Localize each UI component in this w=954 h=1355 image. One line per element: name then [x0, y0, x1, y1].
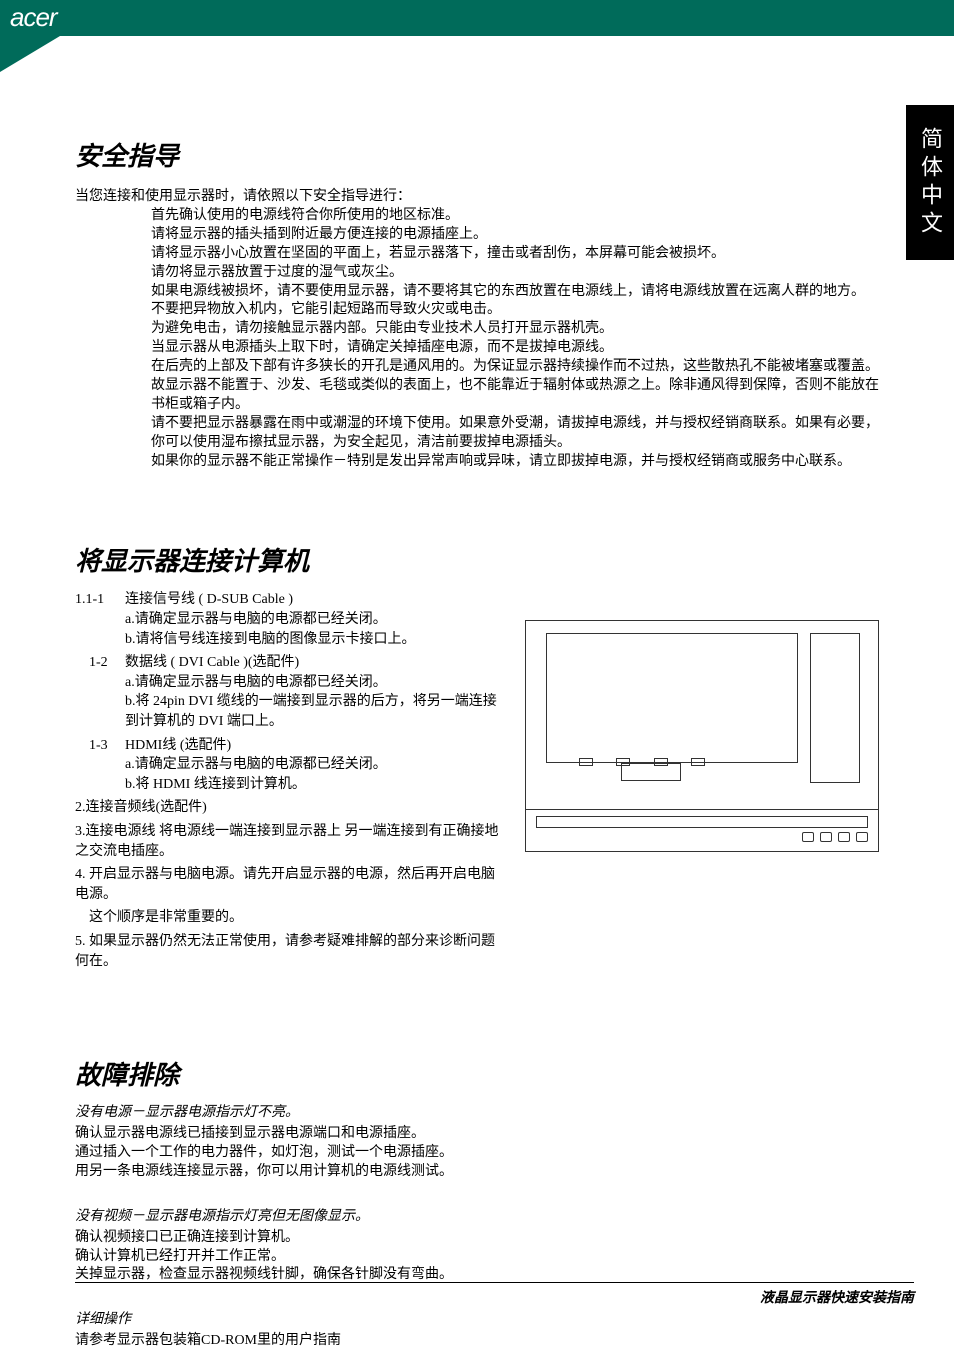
item-head: 连接信号线 ( D-SUB Cable ) [125, 590, 495, 610]
brand-logo: acer [10, 2, 57, 33]
safety-item: 请不要把显示器暴露在雨中或潮湿的环境下使用。如果意外受潮，请拔掉电源线，并与授权… [151, 415, 879, 453]
connector-icon [838, 832, 850, 842]
trouble-block: 没有电源－显示器电源指示灯不亮。 确认显示器电源线已插接到显示器电源端口和电源插… [75, 1104, 879, 1182]
header-bar: acer [0, 0, 954, 36]
item-head: HDMI线 (选配件) [125, 736, 495, 756]
item-line: b.请将信号线连接到电脑的图像显示卡接口上。 [75, 630, 505, 650]
connector-icon [820, 832, 832, 842]
trouble-line: 通过插入一个工作的电力器件，如灯泡，测试一个电源插座。 [75, 1144, 879, 1163]
connect-step: 2.连接音频线(选配件) [75, 798, 505, 818]
item-line: b.将 HDMI 线连接到计算机。 [75, 775, 505, 795]
safety-section: 安全指导 当您连接和使用显示器时，请依照以下安全指导进行： 首先确认使用的电源线… [75, 136, 879, 471]
connect-item: 1-2数据线 ( DVI Cable )(选配件) a.请确定显示器与电脑的电源… [75, 653, 505, 731]
trouble-line: 用另一条电源线连接显示器，你可以用计算机的电源线测试。 [75, 1163, 879, 1182]
footer-text: 液晶显示器快速安装指南 [760, 1289, 914, 1305]
trouble-head: 没有电源－显示器电源指示灯不亮。 [75, 1104, 879, 1123]
monitor-stand-icon [621, 763, 681, 781]
connect-step: 5. 如果显示器仍然无法正常使用，请参考疑难排解的部分来诊断问题何在。 [75, 932, 505, 971]
port-icon [579, 758, 593, 766]
item-line: a.请确定显示器与电脑的电源都已经关闭。 [75, 610, 505, 630]
item-line: a.请确定显示器与电脑的电源都已经关闭。 [75, 673, 505, 693]
connect-item: 1-3HDMI线 (选配件) a.请确定显示器与电脑的电源都已经关闭。 b.将 … [75, 736, 505, 795]
cable-connectors [536, 832, 868, 842]
trouble-line: 请参考显示器包装箱CD-ROM里的用户指南 [75, 1332, 879, 1351]
connect-section: 将显示器连接计算机 1.1-1连接信号线 ( D-SUB Cable ) a.请… [75, 541, 879, 975]
trouble-head: 没有视频－显示器电源指示灯亮但无图像显示。 [75, 1208, 879, 1227]
troubleshoot-title: 故障排除 [75, 1055, 879, 1092]
safety-intro: 当您连接和使用显示器时，请依照以下安全指导进行： [75, 185, 879, 205]
connection-diagram [525, 620, 879, 810]
safety-list: 首先确认使用的电源线符合你所使用的地区标准。 请将显示器的插头插到附近最方便连接… [75, 207, 879, 471]
trouble-head: 详细操作 [75, 1311, 879, 1330]
page-content: 安全指导 当您连接和使用显示器时，请依照以下安全指导进行： 首先确认使用的电源线… [0, 36, 954, 1351]
safety-item: 首先确认使用的电源线符合你所使用的地区标准。 [151, 207, 879, 226]
safety-item: 不要把异物放入机内，它能引起短路而导致火灾或电击。 [151, 301, 879, 320]
item-num: 1-3 [75, 736, 125, 756]
connector-icon [802, 832, 814, 842]
connect-text: 1.1-1连接信号线 ( D-SUB Cable ) a.请确定显示器与电脑的电… [75, 590, 505, 975]
safety-title: 安全指导 [75, 136, 879, 173]
trouble-line: 确认视频接口已正确连接到计算机。 [75, 1229, 879, 1248]
safety-item: 在后壳的上部及下部有许多狭长的开孔是通风用的。为保证显示器持续操作而不过热，这些… [151, 358, 879, 415]
safety-item: 当显示器从电源插头上取下时，请确定关掉插座电源，而不是拔掉电源线。 [151, 339, 879, 358]
trouble-block: 详细操作 请参考显示器包装箱CD-ROM里的用户指南 [75, 1311, 879, 1351]
connect-step: 这个顺序是非常重要的。 [75, 908, 505, 928]
footer: 液晶显示器快速安装指南 [75, 1282, 914, 1307]
connector-icon [856, 832, 868, 842]
pc-tower-icon [810, 633, 860, 783]
safety-item: 如果电源线被损坏，请不要使用显示器，请不要将其它的东西放置在电源线上，请将电源线… [151, 283, 879, 302]
trouble-block: 没有视频－显示器电源指示灯亮但无图像显示。 确认视频接口已正确连接到计算机。 确… [75, 1208, 879, 1286]
connect-body: 1.1-1连接信号线 ( D-SUB Cable ) a.请确定显示器与电脑的电… [75, 590, 879, 975]
connect-step: 4. 开启显示器与电脑电源。请先开启显示器的电源，然后再开启电脑电源。 [75, 865, 505, 904]
item-num: 1.1-1 [75, 590, 125, 610]
port-icon [691, 758, 705, 766]
safety-item: 请将显示器的插头插到附近最方便连接的电源插座上。 [151, 226, 879, 245]
safety-item: 请勿将显示器放置于过度的湿气或灰尘。 [151, 264, 879, 283]
safety-item: 如果你的显示器不能正常操作－特别是发出异常声响或异味，请立即拔掉电源，并与授权经… [151, 453, 879, 472]
connect-item: 1.1-1连接信号线 ( D-SUB Cable ) a.请确定显示器与电脑的电… [75, 590, 505, 649]
connect-step: 3.连接电源线 将电源线一端连接到显示器上 另一端连接到有正确接地之交流电插座。 [75, 822, 505, 861]
item-line: a.请确定显示器与电脑的电源都已经关闭。 [75, 755, 505, 775]
item-line: b.将 24pin DVI 缆线的一端接到显示器的后方，将另一端连接到计算机的 … [75, 692, 505, 731]
monitor-icon [546, 633, 798, 763]
safety-item: 请将显示器小心放置在坚固的平面上，若显示器落下，撞击或者刮伤，本屏幕可能会被损坏… [151, 245, 879, 264]
trouble-line: 确认计算机已经打开并工作正常。 [75, 1248, 879, 1267]
cable-bar-icon [536, 816, 868, 828]
safety-item: 为避免电击，请勿接触显示器内部。只能由专业技术人员打开显示器机壳。 [151, 320, 879, 339]
trouble-line: 确认显示器电源线已插接到显示器电源端口和电源插座。 [75, 1125, 879, 1144]
cable-diagram [525, 810, 879, 852]
connect-title: 将显示器连接计算机 [75, 541, 879, 578]
diagram-column [525, 590, 879, 975]
item-num: 1-2 [75, 653, 125, 673]
item-head: 数据线 ( DVI Cable )(选配件) [125, 653, 495, 673]
